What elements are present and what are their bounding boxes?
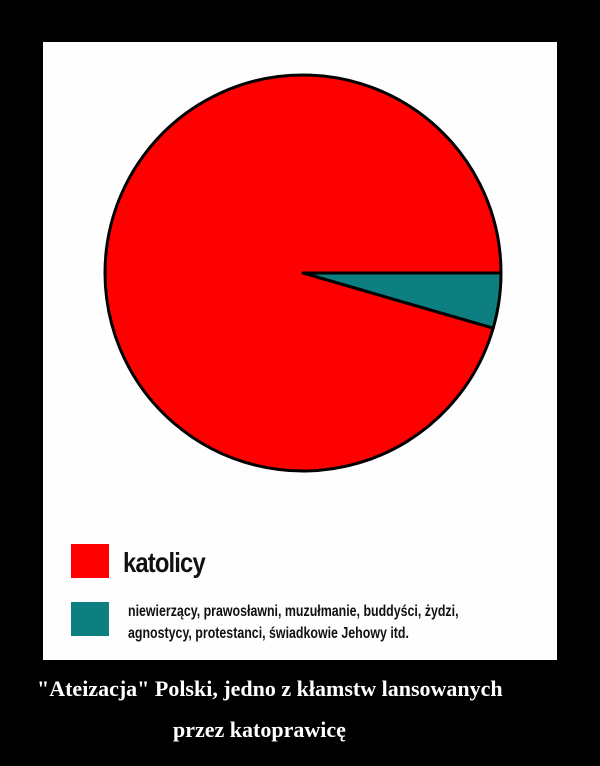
legend-swatch-others [71,602,109,636]
legend-label-katolicy: katolicy [123,547,206,578]
legend-swatch-katolicy [71,544,109,578]
legend-label-others-line1: niewierzący, prawosławni, muzułmanie, bu… [128,603,459,620]
legend-label-others-line2: agnostycy, protestanci, świadkowie Jehow… [128,625,409,642]
pie-slice-katolicy [103,73,503,473]
caption-line2: przez katoprawicę [173,717,346,742]
caption-line1: "Ateizacja" Polski, jedno z kłamstw lans… [37,676,503,701]
legend-label-others: niewierzący, prawosławni, muzułmanie, bu… [128,601,504,645]
